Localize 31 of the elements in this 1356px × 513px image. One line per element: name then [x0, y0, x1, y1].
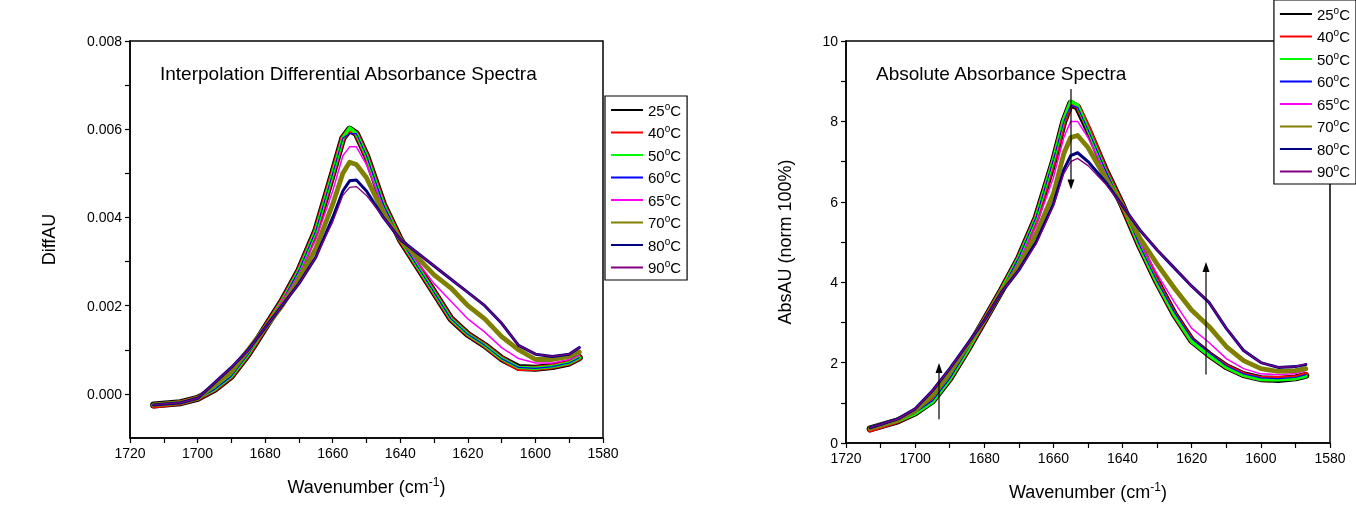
y-tick-label: 0.004 — [86, 209, 123, 226]
y-tick-label: 0.006 — [86, 121, 123, 138]
y-tick-label: 0.002 — [86, 297, 123, 314]
x-tick-label: 1700 — [899, 450, 931, 466]
y-axis-title: AbsAU (norm 100%) — [775, 159, 795, 325]
x-tick-label: 1600 — [519, 445, 552, 461]
x-tick-label: 1660 — [317, 445, 349, 461]
x-tick-label: 1620 — [452, 445, 484, 461]
y-tick-label: 0 — [830, 435, 839, 451]
x-tick-label: 1660 — [1037, 450, 1070, 466]
y-tick-label: 10 — [822, 33, 839, 49]
x-tick-label: 1600 — [1245, 450, 1277, 466]
x-tick-label: 1640 — [1106, 450, 1139, 466]
x-tick-label: 1700 — [181, 445, 214, 461]
text: Interpolation Differential Absorbance Spectra — [160, 63, 538, 84]
y-tick-label: 8 — [830, 113, 839, 130]
text: Absolute Absorbance Spectra — [876, 63, 1127, 84]
y-tick-label: 2 — [830, 354, 839, 371]
x-tick-label: 1580 — [1314, 450, 1346, 466]
y-axis-title: DiffAU — [39, 213, 59, 266]
y-tick-label: 4 — [830, 274, 839, 291]
x-tick-label: 1580 — [587, 445, 619, 461]
x-tick-label: 1720 — [830, 450, 862, 466]
x-tick-label: 1640 — [384, 445, 417, 461]
x-tick-label: 1680 — [249, 445, 281, 461]
x-tick-label: 1680 — [968, 450, 1001, 466]
x-tick-label: 1720 — [114, 445, 146, 461]
y-tick-label: 0.000 — [86, 385, 123, 402]
x-tick-label: 1620 — [1176, 450, 1208, 466]
y-tick-label: 6 — [830, 193, 839, 210]
y-tick-label: 0.008 — [86, 33, 123, 49]
